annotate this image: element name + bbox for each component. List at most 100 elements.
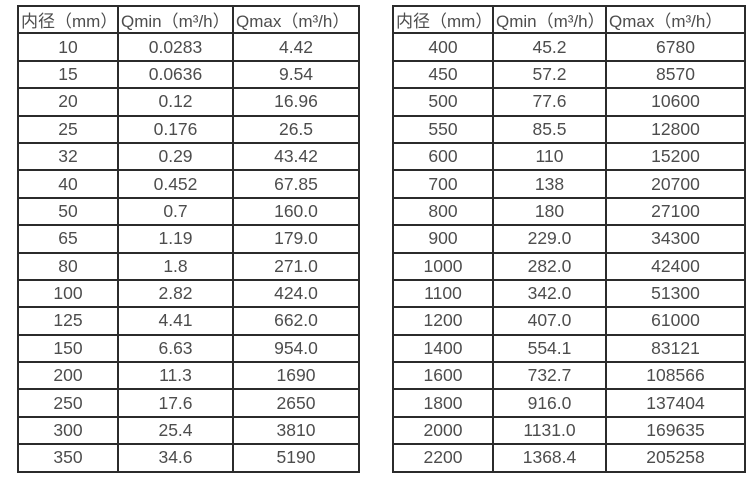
table-cell: 25.4 xyxy=(117,415,234,446)
table-cell: 160.0 xyxy=(232,196,360,227)
table-cell: 125 xyxy=(17,306,119,336)
table-cell: 25 xyxy=(17,114,119,144)
table-cell: 0.452 xyxy=(117,169,234,199)
table-row: 600 110 15200 xyxy=(392,141,746,172)
table-cell: 300 xyxy=(17,415,119,446)
column-header: 内径（mm） xyxy=(392,4,494,35)
table-cell: 0.176 xyxy=(117,114,234,144)
table-row: 50 0.7 160.0 xyxy=(17,196,360,227)
table-row: 800 180 27100 xyxy=(392,196,746,227)
table-cell: 137404 xyxy=(605,388,746,418)
table-row: 125 4.41 662.0 xyxy=(17,306,360,336)
table-cell: 32 xyxy=(17,141,119,172)
table-cell: 1400 xyxy=(392,333,494,364)
table-cell: 271.0 xyxy=(232,251,360,281)
table-cell: 12800 xyxy=(605,114,746,144)
table-row: 450 57.2 8570 xyxy=(392,59,746,90)
table-row: 80 1.8 271.0 xyxy=(17,251,360,281)
table-cell: 34300 xyxy=(605,224,746,254)
table-row: 1000 282.0 42400 xyxy=(392,251,746,281)
table-cell: 900 xyxy=(392,224,494,254)
table-cell: 600 xyxy=(392,141,494,172)
table-row: 500 77.6 10600 xyxy=(392,87,746,117)
table-cell: 100 xyxy=(17,278,119,309)
table-cell: 1.8 xyxy=(117,251,234,281)
table-row: 25 0.176 26.5 xyxy=(17,114,360,144)
column-header: Qmax（m³/h） xyxy=(605,4,746,35)
table-cell: 350 xyxy=(17,443,119,473)
table-cell: 700 xyxy=(392,169,494,199)
table-row: 65 1.19 179.0 xyxy=(17,224,360,254)
table-row: 400 45.2 6780 xyxy=(392,32,746,62)
table-cell: 61000 xyxy=(605,306,746,336)
table-cell: 2650 xyxy=(232,388,360,418)
flow-spec-table-small-diameters: 内径（mm） Qmin（m³/h） Qmax（m³/h） 10 0.0283 4.42 15… xyxy=(17,4,360,473)
table-row: 100 2.82 424.0 xyxy=(17,278,360,309)
table-row: 32 0.29 43.42 xyxy=(17,141,360,172)
table-cell: 4.41 xyxy=(117,306,234,336)
table-cell: 6.63 xyxy=(117,333,234,364)
table-row: 200 11.3 1690 xyxy=(17,361,360,391)
table-cell: 20 xyxy=(17,87,119,117)
table-row: 550 85.5 12800 xyxy=(392,114,746,144)
table-cell: 450 xyxy=(392,59,494,90)
table-cell: 16.96 xyxy=(232,87,360,117)
table-cell: 3810 xyxy=(232,415,360,446)
table-cell: 83121 xyxy=(605,333,746,364)
table-cell: 80 xyxy=(17,251,119,281)
table-cell: 1800 xyxy=(392,388,494,418)
column-header: Qmin（m³/h） xyxy=(117,4,234,35)
table-cell: 250 xyxy=(17,388,119,418)
table-cell: 1200 xyxy=(392,306,494,336)
table-cell: 10 xyxy=(17,32,119,62)
table-cell: 400 xyxy=(392,32,494,62)
table-cell: 0.29 xyxy=(117,141,234,172)
table-cell: 67.85 xyxy=(232,169,360,199)
table-row: 10 0.0283 4.42 xyxy=(17,32,360,62)
table-cell: 34.6 xyxy=(117,443,234,473)
table-cell: 5190 xyxy=(232,443,360,473)
table-cell: 0.0636 xyxy=(117,59,234,90)
table-cell: 17.6 xyxy=(117,388,234,418)
table-cell: 108566 xyxy=(605,361,746,391)
table-row: 2000 1131.0 169635 xyxy=(392,415,746,446)
table-cell: 40 xyxy=(17,169,119,199)
table-cell: 51300 xyxy=(605,278,746,309)
table-cell: 8570 xyxy=(605,59,746,90)
table-cell: 800 xyxy=(392,196,494,227)
table-cell: 4.42 xyxy=(232,32,360,62)
table-cell: 77.6 xyxy=(492,87,607,117)
table-row: 1200 407.0 61000 xyxy=(392,306,746,336)
column-header: Qmin（m³/h） xyxy=(492,4,607,35)
table-cell: 662.0 xyxy=(232,306,360,336)
table-row: 20 0.12 16.96 xyxy=(17,87,360,117)
table-cell: 179.0 xyxy=(232,224,360,254)
table-cell: 6780 xyxy=(605,32,746,62)
table-row: 150 6.63 954.0 xyxy=(17,333,360,364)
table-row: 900 229.0 34300 xyxy=(392,224,746,254)
table-cell: 1690 xyxy=(232,361,360,391)
table-cell: 42400 xyxy=(605,251,746,281)
table-cell: 200 xyxy=(17,361,119,391)
table-cell: 550 xyxy=(392,114,494,144)
table-cell: 424.0 xyxy=(232,278,360,309)
table-cell: 0.0283 xyxy=(117,32,234,62)
table-cell: 9.54 xyxy=(232,59,360,90)
table-cell: 2200 xyxy=(392,443,494,473)
table-cell: 27100 xyxy=(605,196,746,227)
table-cell: 916.0 xyxy=(492,388,607,418)
table-cell: 1100 xyxy=(392,278,494,309)
table-row: 250 17.6 2650 xyxy=(17,388,360,418)
table-cell: 43.42 xyxy=(232,141,360,172)
table-cell: 342.0 xyxy=(492,278,607,309)
table-cell: 10600 xyxy=(605,87,746,117)
table-cell: 554.1 xyxy=(492,333,607,364)
table-cell: 2000 xyxy=(392,415,494,446)
table-cell: 50 xyxy=(17,196,119,227)
table-cell: 26.5 xyxy=(232,114,360,144)
table-row: 15 0.0636 9.54 xyxy=(17,59,360,90)
table-cell: 138 xyxy=(492,169,607,199)
table-cell: 282.0 xyxy=(492,251,607,281)
table-row: 300 25.4 3810 xyxy=(17,415,360,446)
